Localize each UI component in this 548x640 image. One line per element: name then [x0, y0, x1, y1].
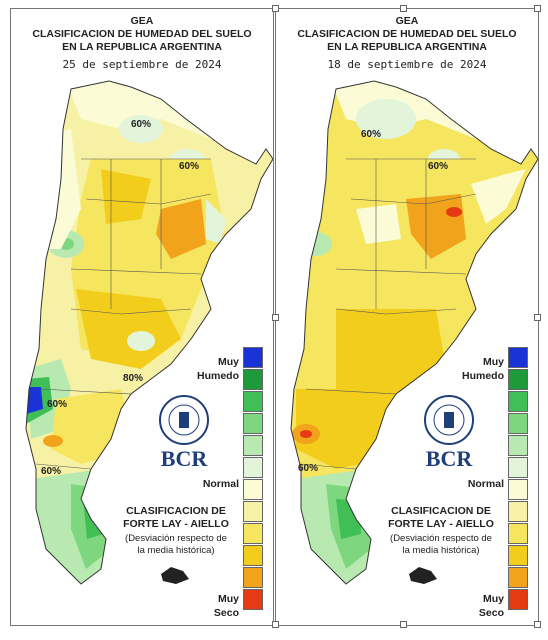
- resize-handle[interactable]: [272, 621, 279, 628]
- classification-title: CLASIFICACION DE FORTE LAY - AIELLO: [388, 505, 494, 530]
- legend-swatch: [508, 391, 528, 412]
- legend-bottom-label: Muy Seco: [213, 593, 239, 619]
- legend-top-label: Muy Humedo: [462, 356, 504, 382]
- map-title-line2: CLASIFICACION DE HUMEDAD DEL SUELO: [32, 28, 252, 40]
- legend-swatch: [508, 501, 528, 522]
- legend-swatch: [243, 567, 263, 588]
- resize-handle[interactable]: [272, 314, 279, 321]
- map-panel-right: GEA CLASIFICACION DE HUMEDAD DEL SUELO E…: [275, 8, 539, 626]
- legend-swatch: [243, 545, 263, 566]
- legend-swatch: [243, 369, 263, 390]
- contour-label: 60%: [41, 466, 61, 477]
- resize-handle[interactable]: [400, 5, 407, 12]
- map-title-line3: EN LA REPUBLICA ARGENTINA: [327, 41, 487, 53]
- contour-label: 60%: [298, 463, 318, 474]
- map-panel-left: GEA CLASIFICACION DE HUMEDAD DEL SUELO E…: [10, 8, 274, 626]
- bcr-seal-icon: [159, 395, 209, 445]
- legend-swatch: [508, 545, 528, 566]
- resize-handle[interactable]: [534, 621, 541, 628]
- soil-moisture-map: 60% 60% 60% 80% 60%: [25, 80, 273, 585]
- bcr-seal-icon: [424, 395, 474, 445]
- resize-handle[interactable]: [534, 5, 541, 12]
- contour-label: 60%: [47, 399, 67, 410]
- legend-swatch: [508, 347, 528, 368]
- legend-swatch: [243, 501, 263, 522]
- legend-top-label: Muy Humedo: [197, 356, 239, 382]
- legend-swatch: [508, 479, 528, 500]
- classification-subtitle: (Desviación respecto de la media históri…: [390, 533, 492, 556]
- bcr-logo: BCR: [160, 446, 208, 471]
- legend-swatch: [508, 435, 528, 456]
- legend-middle-label: Normal: [467, 478, 504, 490]
- legend-swatch: [243, 589, 263, 610]
- soil-moisture-map: 60% 60% 60%: [290, 80, 538, 585]
- legend-swatch: [508, 523, 528, 544]
- contour-label: 60%: [179, 161, 199, 172]
- resize-handle[interactable]: [400, 621, 407, 628]
- contour-label: 60%: [131, 119, 151, 130]
- legend-swatch: [243, 479, 263, 500]
- legend-scale: [508, 347, 528, 611]
- legend-scale: [243, 347, 263, 611]
- map-title-line1: GEA: [395, 15, 419, 27]
- legend-swatch: [243, 457, 263, 478]
- contour-label: 80%: [123, 373, 143, 384]
- legend-swatch: [508, 413, 528, 434]
- map-title-line1: GEA: [130, 15, 154, 27]
- legend-swatch: [508, 567, 528, 588]
- legend-swatch: [508, 369, 528, 390]
- map-date: 18 de septiembre de 2024: [327, 58, 487, 71]
- contour-label: 60%: [428, 161, 448, 172]
- bcr-logo: BCR: [425, 446, 473, 471]
- legend-swatch: [243, 391, 263, 412]
- legend-bottom-label: Muy Seco: [478, 593, 504, 619]
- resize-handle[interactable]: [272, 5, 279, 12]
- legend-swatch: [243, 523, 263, 544]
- map-title-line2: CLASIFICACION DE HUMEDAD DEL SUELO: [297, 28, 517, 40]
- classification-subtitle: (Desviación respecto de la media históri…: [125, 533, 227, 556]
- legend-middle-label: Normal: [202, 478, 239, 490]
- legend-swatch: [508, 457, 528, 478]
- classification-title: CLASIFICACION DE FORTE LAY - AIELLO: [123, 505, 229, 530]
- legend-swatch: [243, 435, 263, 456]
- legend-swatch: [243, 347, 263, 368]
- contour-label: 60%: [361, 129, 381, 140]
- map-title-line3: EN LA REPUBLICA ARGENTINA: [62, 41, 222, 53]
- legend-swatch: [243, 413, 263, 434]
- map-date: 25 de septiembre de 2024: [62, 58, 222, 71]
- resize-handle[interactable]: [534, 314, 541, 321]
- legend-swatch: [508, 589, 528, 610]
